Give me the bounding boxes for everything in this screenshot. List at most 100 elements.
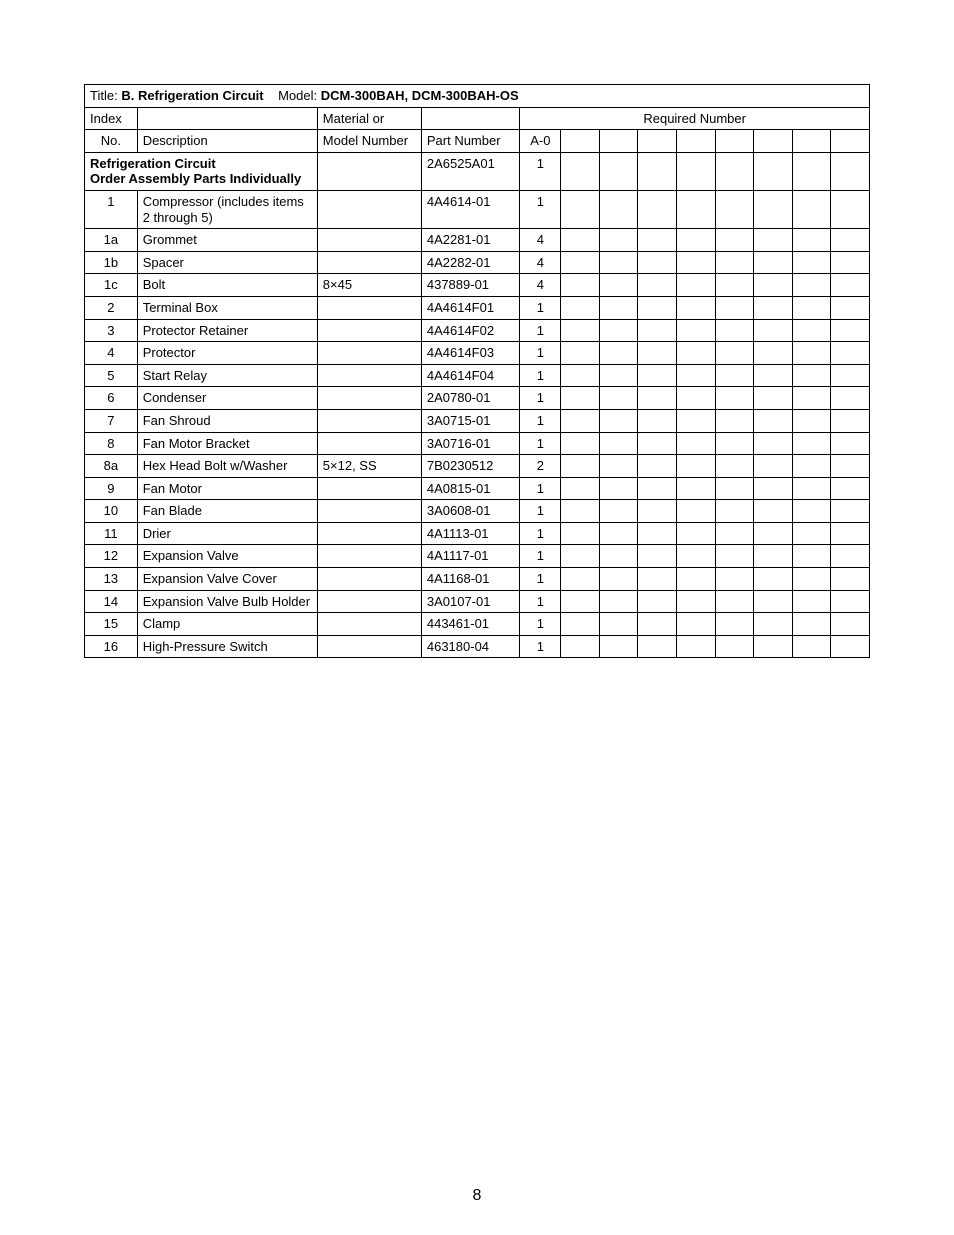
cell-a0: 1: [520, 522, 561, 545]
cell-part-number: 7B0230512: [421, 455, 519, 478]
cell-blank: [638, 387, 677, 410]
header-material-bottom: Model Number: [317, 130, 421, 153]
cell-blank: [831, 319, 870, 342]
cell-blank: [715, 319, 754, 342]
cell-description: Expansion Valve Bulb Holder: [137, 590, 317, 613]
cell-blank: [561, 477, 600, 500]
header-rn-blank: [599, 130, 638, 153]
cell-a0: 1: [520, 568, 561, 591]
table-row: 14Expansion Valve Bulb Holder3A0107-011: [85, 590, 870, 613]
cell-blank: [715, 190, 754, 228]
cell-blank: [599, 522, 638, 545]
title-row: Title: B. Refrigeration Circuit Model: D…: [85, 85, 870, 108]
cell-blank: [599, 500, 638, 523]
cell-blank: [599, 296, 638, 319]
cell-blank: [715, 274, 754, 297]
cell-blank: [792, 152, 831, 190]
cell-blank: [677, 319, 716, 342]
cell-blank: [638, 296, 677, 319]
cell-blank: [599, 152, 638, 190]
cell-blank: [599, 229, 638, 252]
header-empty-part: [421, 107, 519, 130]
cell-a0: 1: [520, 387, 561, 410]
cell-blank: [831, 274, 870, 297]
cell-blank: [638, 568, 677, 591]
header-part-number: Part Number: [421, 130, 519, 153]
cell-part-number: 3A0715-01: [421, 409, 519, 432]
table-row: 3Protector Retainer4A4614F021: [85, 319, 870, 342]
cell-blank: [677, 409, 716, 432]
cell-blank: [638, 590, 677, 613]
cell-description: Drier: [137, 522, 317, 545]
table-row: 10Fan Blade3A0608-011: [85, 500, 870, 523]
cell-blank: [715, 590, 754, 613]
cell-blank: [792, 635, 831, 658]
cell-blank: [677, 229, 716, 252]
cell-index: 3: [85, 319, 138, 342]
cell-description: High-Pressure Switch: [137, 635, 317, 658]
cell-blank: [792, 409, 831, 432]
page: Title: B. Refrigeration Circuit Model: D…: [0, 0, 954, 1235]
cell-blank: [561, 387, 600, 410]
cell-material: [317, 229, 421, 252]
header-material-top: Material or: [317, 107, 421, 130]
cell-blank: [638, 319, 677, 342]
cell-description: Grommet: [137, 229, 317, 252]
cell-blank: [638, 545, 677, 568]
cell-blank: [792, 319, 831, 342]
cell-blank: [831, 455, 870, 478]
cell-a0: 1: [520, 364, 561, 387]
cell-part-number: 437889-01: [421, 274, 519, 297]
cell-blank: [599, 409, 638, 432]
cell-a0: 1: [520, 432, 561, 455]
cell-blank: [561, 190, 600, 228]
cell-blank: [561, 251, 600, 274]
header-index-bottom: No.: [85, 130, 138, 153]
model-bold: DCM-300BAH, DCM-300BAH-OS: [321, 88, 519, 103]
cell-index: 2: [85, 296, 138, 319]
cell-blank: [792, 251, 831, 274]
cell-blank: [831, 296, 870, 319]
cell-blank: [715, 251, 754, 274]
cell-blank: [792, 296, 831, 319]
cell-blank: [792, 568, 831, 591]
cell-blank: [754, 432, 793, 455]
cell-description: Fan Motor: [137, 477, 317, 500]
header-a0: A-0: [520, 130, 561, 153]
cell-description: Start Relay: [137, 364, 317, 387]
header-rn-blank: [715, 130, 754, 153]
cell-blank: [638, 477, 677, 500]
cell-blank: [754, 364, 793, 387]
cell-part-number: 443461-01: [421, 613, 519, 636]
cell-material: [317, 432, 421, 455]
table-row: 1Compressor (includes items 2 through 5)…: [85, 190, 870, 228]
cell-material: [317, 522, 421, 545]
cell-blank: [715, 387, 754, 410]
cell-blank: [754, 455, 793, 478]
header-rn-blank: [754, 130, 793, 153]
cell-blank: [561, 152, 600, 190]
cell-blank: [831, 229, 870, 252]
cell-blank: [677, 613, 716, 636]
header-description: Description: [137, 130, 317, 153]
header-rn-blank: [792, 130, 831, 153]
assembly-description: Refrigeration Circuit Order Assembly Par…: [85, 152, 318, 190]
cell-material: [317, 190, 421, 228]
cell-blank: [792, 432, 831, 455]
cell-blank: [677, 568, 716, 591]
cell-material: [317, 545, 421, 568]
cell-description: Protector Retainer: [137, 319, 317, 342]
cell-blank: [677, 274, 716, 297]
cell-material: 8×45: [317, 274, 421, 297]
cell-a0: 4: [520, 251, 561, 274]
cell-part-number: 4A4614-01: [421, 190, 519, 228]
cell-description: Bolt: [137, 274, 317, 297]
cell-blank: [792, 590, 831, 613]
cell-description: Expansion Valve: [137, 545, 317, 568]
cell-blank: [831, 152, 870, 190]
cell-blank: [754, 229, 793, 252]
header-rn-blank: [638, 130, 677, 153]
cell-blank: [561, 296, 600, 319]
cell-blank: [831, 387, 870, 410]
cell-blank: [754, 251, 793, 274]
